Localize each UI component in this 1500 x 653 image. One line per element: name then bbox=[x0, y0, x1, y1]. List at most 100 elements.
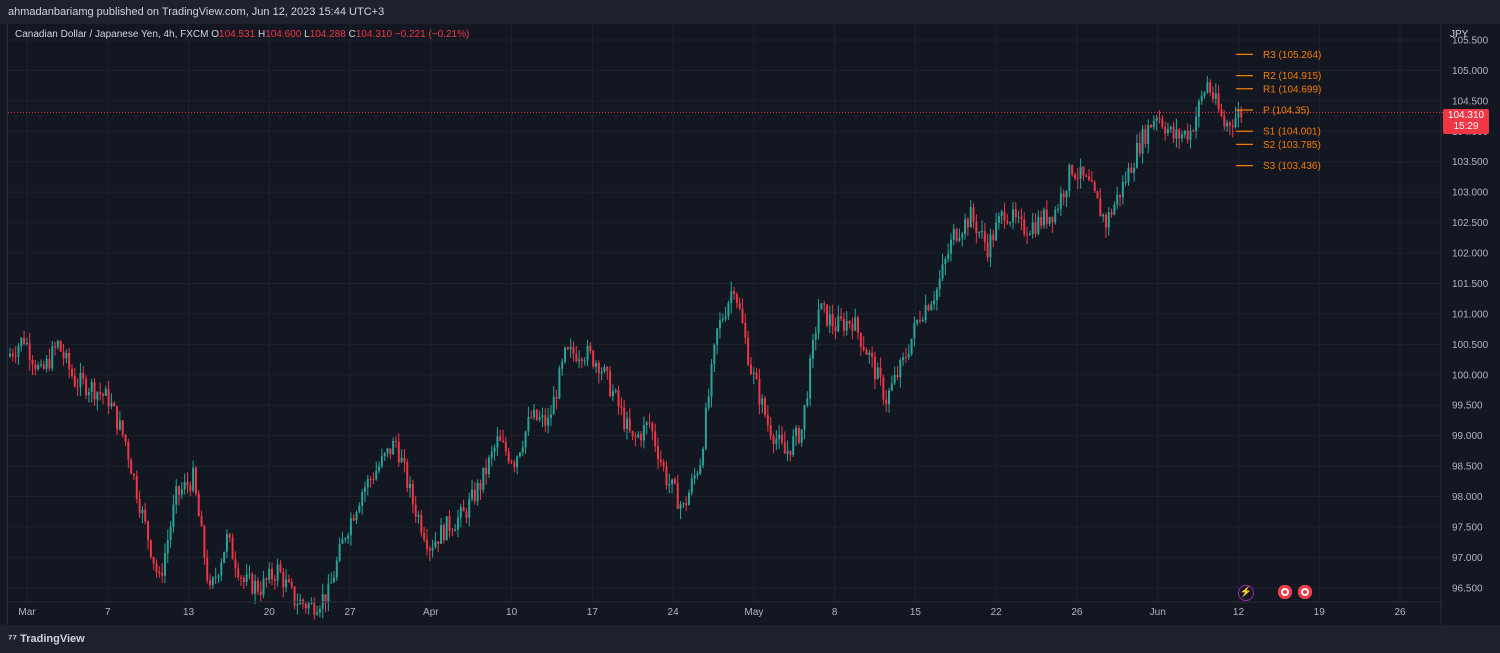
candle-body bbox=[445, 516, 448, 541]
candle-body bbox=[423, 532, 426, 540]
candle-body bbox=[685, 503, 688, 506]
candle-body bbox=[23, 337, 26, 344]
candle-body bbox=[786, 450, 789, 454]
candle-body bbox=[1026, 234, 1029, 236]
y-tick-label: 97.500 bbox=[1452, 522, 1483, 533]
candle-body bbox=[603, 366, 606, 372]
y-tick-label: 97.000 bbox=[1452, 553, 1483, 564]
candle-body bbox=[803, 405, 806, 430]
candle-body bbox=[285, 579, 288, 588]
candle-body bbox=[1172, 126, 1175, 139]
candle-body bbox=[183, 482, 186, 490]
candle-body bbox=[101, 393, 104, 396]
candle-body bbox=[1228, 122, 1231, 126]
candle-body bbox=[1071, 164, 1074, 175]
candle-body bbox=[499, 436, 502, 441]
candle-body bbox=[749, 364, 752, 374]
candle-body bbox=[259, 591, 262, 596]
candle-body bbox=[40, 364, 42, 366]
candle-body bbox=[403, 457, 406, 463]
candle-body bbox=[349, 518, 352, 536]
candle-body bbox=[580, 359, 583, 362]
candle-body bbox=[493, 447, 496, 452]
candle-body bbox=[254, 581, 257, 594]
pivot-label: R1 (104.699) bbox=[1263, 84, 1321, 95]
x-tick-label: 8 bbox=[832, 607, 838, 618]
candle-body bbox=[916, 320, 919, 324]
candle-body bbox=[1073, 174, 1076, 179]
candle-body bbox=[389, 448, 392, 455]
candle-body bbox=[634, 436, 637, 438]
candle-body bbox=[437, 541, 440, 544]
lightning-icon[interactable]: ⚡ bbox=[1238, 585, 1254, 601]
y-tick-label: 104.500 bbox=[1452, 96, 1489, 107]
candle-body bbox=[693, 475, 696, 479]
open-value: 104.531 bbox=[219, 29, 256, 40]
candle-body bbox=[783, 442, 786, 454]
candle-body bbox=[885, 399, 888, 405]
candle-body bbox=[606, 366, 609, 371]
candle-body bbox=[502, 440, 505, 442]
candle-body bbox=[440, 525, 443, 544]
candle-body bbox=[1085, 175, 1088, 177]
candle-body bbox=[772, 436, 775, 444]
candle-body bbox=[868, 352, 871, 355]
candle-body bbox=[1113, 204, 1116, 215]
candle-body bbox=[347, 535, 350, 539]
candle-body bbox=[85, 378, 88, 396]
candle-body bbox=[671, 479, 674, 484]
candle-body bbox=[1028, 233, 1031, 235]
candle-body bbox=[837, 316, 840, 332]
x-tick-label: 12 bbox=[1233, 607, 1245, 618]
candle-body bbox=[566, 347, 569, 350]
candle-body bbox=[800, 429, 803, 443]
candle-body bbox=[648, 422, 651, 424]
y-tick-label: 102.000 bbox=[1452, 249, 1489, 260]
candle-body bbox=[245, 574, 248, 582]
pivot-label: S1 (104.001) bbox=[1263, 127, 1321, 138]
candle-body bbox=[1147, 124, 1150, 144]
candle-body bbox=[1206, 82, 1209, 93]
event-marker-icon[interactable] bbox=[1278, 585, 1292, 599]
bar-countdown: 15:29 bbox=[1453, 121, 1479, 132]
candle-body bbox=[163, 553, 166, 576]
candle-body bbox=[721, 319, 724, 321]
candle-body bbox=[955, 229, 958, 241]
candle-body bbox=[730, 291, 733, 303]
candle-body bbox=[817, 309, 820, 334]
candle-body bbox=[1121, 182, 1124, 198]
candle-body bbox=[524, 431, 527, 448]
candle-body bbox=[668, 483, 671, 486]
candle-body bbox=[1040, 216, 1043, 226]
candle-body bbox=[1144, 129, 1147, 144]
candle-body bbox=[279, 564, 282, 573]
candle-body bbox=[380, 456, 383, 467]
candle-body bbox=[713, 344, 716, 365]
candle-body bbox=[17, 346, 20, 357]
candle-body bbox=[1068, 164, 1071, 191]
event-marker-icon[interactable] bbox=[1298, 585, 1312, 599]
candle-body bbox=[1023, 219, 1026, 235]
candle-body bbox=[778, 434, 781, 440]
candle-body bbox=[1141, 129, 1144, 154]
open-label: O bbox=[211, 29, 220, 40]
candle-body bbox=[1062, 193, 1065, 198]
candle-body bbox=[1082, 166, 1085, 176]
candle-body bbox=[952, 229, 955, 240]
symbol-legend: Canadian Dollar / Japanese Yen, 4h, FXCM… bbox=[15, 29, 469, 40]
candle-body bbox=[820, 303, 823, 310]
candle-body bbox=[1214, 93, 1217, 100]
candle-body bbox=[287, 579, 290, 583]
candle-body bbox=[318, 608, 321, 613]
tradingview-logo[interactable]: ⁷⁷ TradingView bbox=[8, 633, 85, 645]
candle-body bbox=[1102, 214, 1105, 217]
candle-body bbox=[679, 504, 682, 509]
candle-body bbox=[118, 420, 121, 430]
x-tick-label: 22 bbox=[991, 607, 1003, 618]
candle-body bbox=[704, 407, 707, 449]
candle-body bbox=[37, 365, 40, 370]
candle-body bbox=[68, 352, 71, 369]
candle-body bbox=[262, 578, 265, 596]
candle-body bbox=[673, 479, 676, 484]
